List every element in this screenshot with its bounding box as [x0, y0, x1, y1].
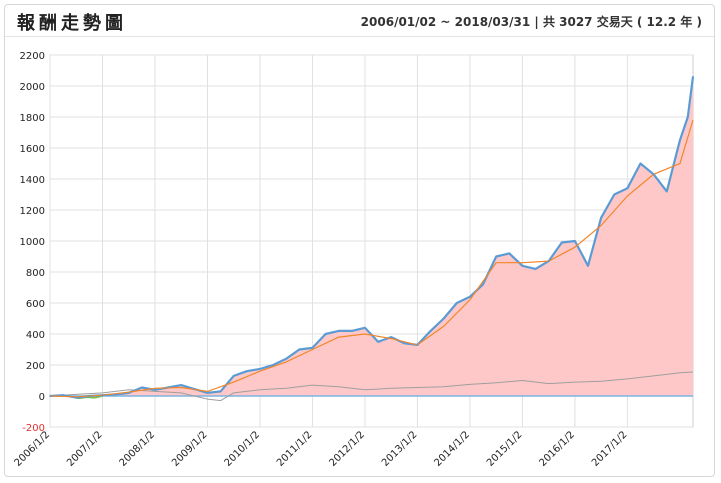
- strategy-point: [482, 283, 484, 286]
- strategy-point: [692, 75, 694, 78]
- strategy-point: [114, 393, 117, 396]
- strategy-point: [600, 217, 602, 219]
- y-tick-label: 800: [26, 268, 45, 279]
- y-tick-label: 2200: [20, 51, 45, 62]
- y-tick-label: 600: [26, 299, 45, 310]
- y-tick-label: 1200: [20, 206, 45, 217]
- strategy-point: [687, 116, 689, 118]
- strategy-point: [521, 265, 524, 267]
- strategy-point: [49, 395, 51, 397]
- y-tick-label: 1000: [20, 237, 45, 248]
- x-tick-label: 2017/1/2: [590, 429, 630, 469]
- strategy-point: [403, 342, 406, 345]
- x-tick-label: 2016/1/2: [537, 429, 577, 469]
- strategy-point: [442, 317, 445, 320]
- strategy-point: [416, 344, 419, 346]
- y-tick-label: 1600: [20, 144, 45, 155]
- strategy-point: [561, 241, 563, 244]
- strategy-point: [574, 240, 576, 242]
- x-tick-label: 2011/1/2: [275, 429, 315, 469]
- y-tick-label: 0: [39, 392, 45, 403]
- strategy-point: [613, 193, 616, 196]
- chart-title: 報酬走勢圖: [17, 13, 127, 34]
- strategy-point: [351, 330, 353, 332]
- strategy-point: [193, 388, 196, 390]
- strategy-point: [219, 390, 222, 393]
- x-tick-label: 2006/1/2: [13, 429, 53, 469]
- strategy-point: [141, 386, 143, 389]
- chart-panel: 報酬走勢圖 2006/01/02 ~ 2018/03/31 | 共 3027 交…: [4, 4, 715, 477]
- strategy-point: [337, 330, 340, 332]
- strategy-point: [508, 252, 511, 255]
- strategy-point: [298, 348, 301, 351]
- date-range-info: 2006/01/02 ~ 2018/03/31 | 共 3027 交易天 ( 1…: [360, 15, 702, 29]
- x-tick-label: 2007/1/2: [65, 429, 105, 469]
- strategy-area: [50, 76, 693, 398]
- x-tick-label: 2008/1/2: [118, 429, 158, 469]
- strategy-point: [377, 341, 379, 343]
- strategy-point: [167, 386, 169, 389]
- strategy-point: [666, 190, 668, 193]
- x-tick-label: 2015/1/2: [485, 429, 525, 469]
- strategy-point: [547, 260, 550, 262]
- strategy-point: [311, 347, 314, 349]
- strategy-point: [429, 330, 432, 332]
- y-tick-label: 400: [26, 330, 45, 341]
- strategy-point: [456, 302, 458, 304]
- strategy-point: [495, 255, 498, 258]
- strategy-point: [127, 392, 130, 394]
- benchmark-line: [49, 371, 694, 402]
- y-tick-label: 1400: [20, 175, 45, 186]
- strategy-point: [534, 268, 537, 270]
- strategy-point: [180, 384, 182, 386]
- strategy-point: [587, 265, 589, 267]
- return-trend-chart: -200 0 200 400 600 800 1000 1200 1400 1600 1800 200…: [13, 51, 695, 469]
- strategy-point: [154, 389, 156, 391]
- strategy-point: [652, 173, 655, 176]
- strategy-point: [246, 370, 248, 373]
- strategy-point: [285, 358, 288, 360]
- moving-average-line: [49, 119, 694, 398]
- strategy-point: [75, 396, 77, 399]
- strategy-point: [101, 394, 104, 397]
- chart-header: 報酬走勢圖 2006/01/02 ~ 2018/03/31 | 共 3027 交…: [5, 5, 714, 37]
- strategy-point: [62, 394, 64, 397]
- strategy-point: [232, 375, 235, 377]
- strategy-point: [324, 333, 327, 335]
- strategy-point: [639, 162, 642, 165]
- y-tick-label: 1800: [20, 113, 45, 124]
- strategy-point: [364, 327, 366, 329]
- x-tick-label: 2012/1/2: [328, 429, 368, 469]
- x-tick-label: 2009/1/2: [170, 429, 210, 469]
- strategy-point: [88, 395, 91, 397]
- strategy-point: [206, 392, 209, 394]
- strategy-point: [390, 336, 393, 338]
- y-tick-label: 2000: [20, 82, 45, 93]
- x-tick-label: 2010/1/2: [223, 429, 263, 469]
- y-tick-label: -200: [22, 423, 45, 434]
- strategy-point: [259, 368, 261, 370]
- x-tick-label: 2013/1/2: [380, 429, 420, 469]
- y-tick-label: 200: [26, 361, 45, 372]
- strategy-point: [272, 364, 274, 366]
- chart-area: -200 0 200 400 600 800 1000 1200 1400 1600 1800 200…: [5, 37, 716, 478]
- strategy-point: [626, 187, 629, 190]
- strategy-point: [679, 139, 681, 142]
- x-tick-label: 2014/1/2: [432, 429, 472, 469]
- strategy-point: [469, 296, 471, 298]
